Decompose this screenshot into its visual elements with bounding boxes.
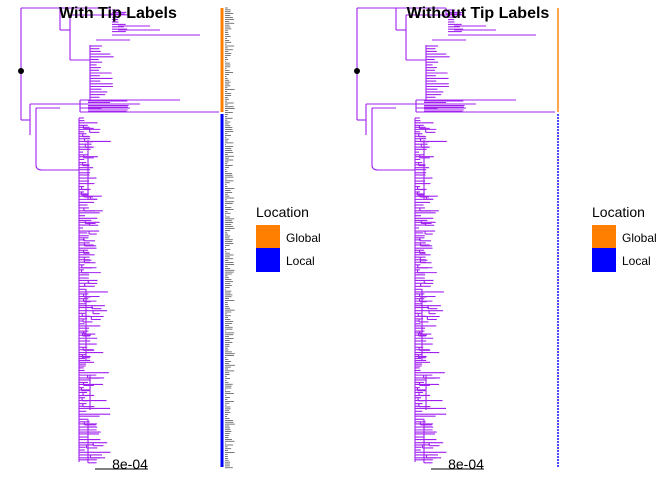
phylo-tree [18, 7, 219, 464]
legend-label-global: Global [622, 231, 657, 245]
legend-swatch-global [256, 225, 280, 249]
legend-title: Location [256, 204, 309, 220]
legend-swatch-local [592, 248, 616, 272]
legend-swatch-global [592, 225, 616, 249]
tree-node-dot [354, 68, 360, 74]
tree-panel-without-tip-labels: Without Tip Labels 8e-04 [354, 5, 559, 472]
scale-bar-label: 8e-04 [112, 456, 148, 472]
panel-title: Without Tip Labels [407, 5, 550, 22]
phylo-tree [354, 7, 555, 464]
tree-branch [35, 164, 79, 171]
tree-branch [371, 164, 415, 171]
legend: Location Global Local [592, 204, 657, 272]
legend-swatch-local [256, 248, 280, 272]
scale-bar-label: 8e-04 [448, 456, 484, 472]
legend-label-local: Local [286, 254, 315, 268]
legend-label-global: Global [286, 231, 321, 245]
legend-label-local: Local [622, 254, 651, 268]
legend-title: Location [592, 204, 645, 220]
location-strip [220, 7, 235, 469]
panel-title: With Tip Labels [59, 5, 177, 22]
legend: Location Global Local [256, 204, 321, 272]
tree-panel-with-tip-labels: With Tip Labels 8e-04 [18, 5, 235, 472]
tree-node-dot [18, 68, 24, 74]
